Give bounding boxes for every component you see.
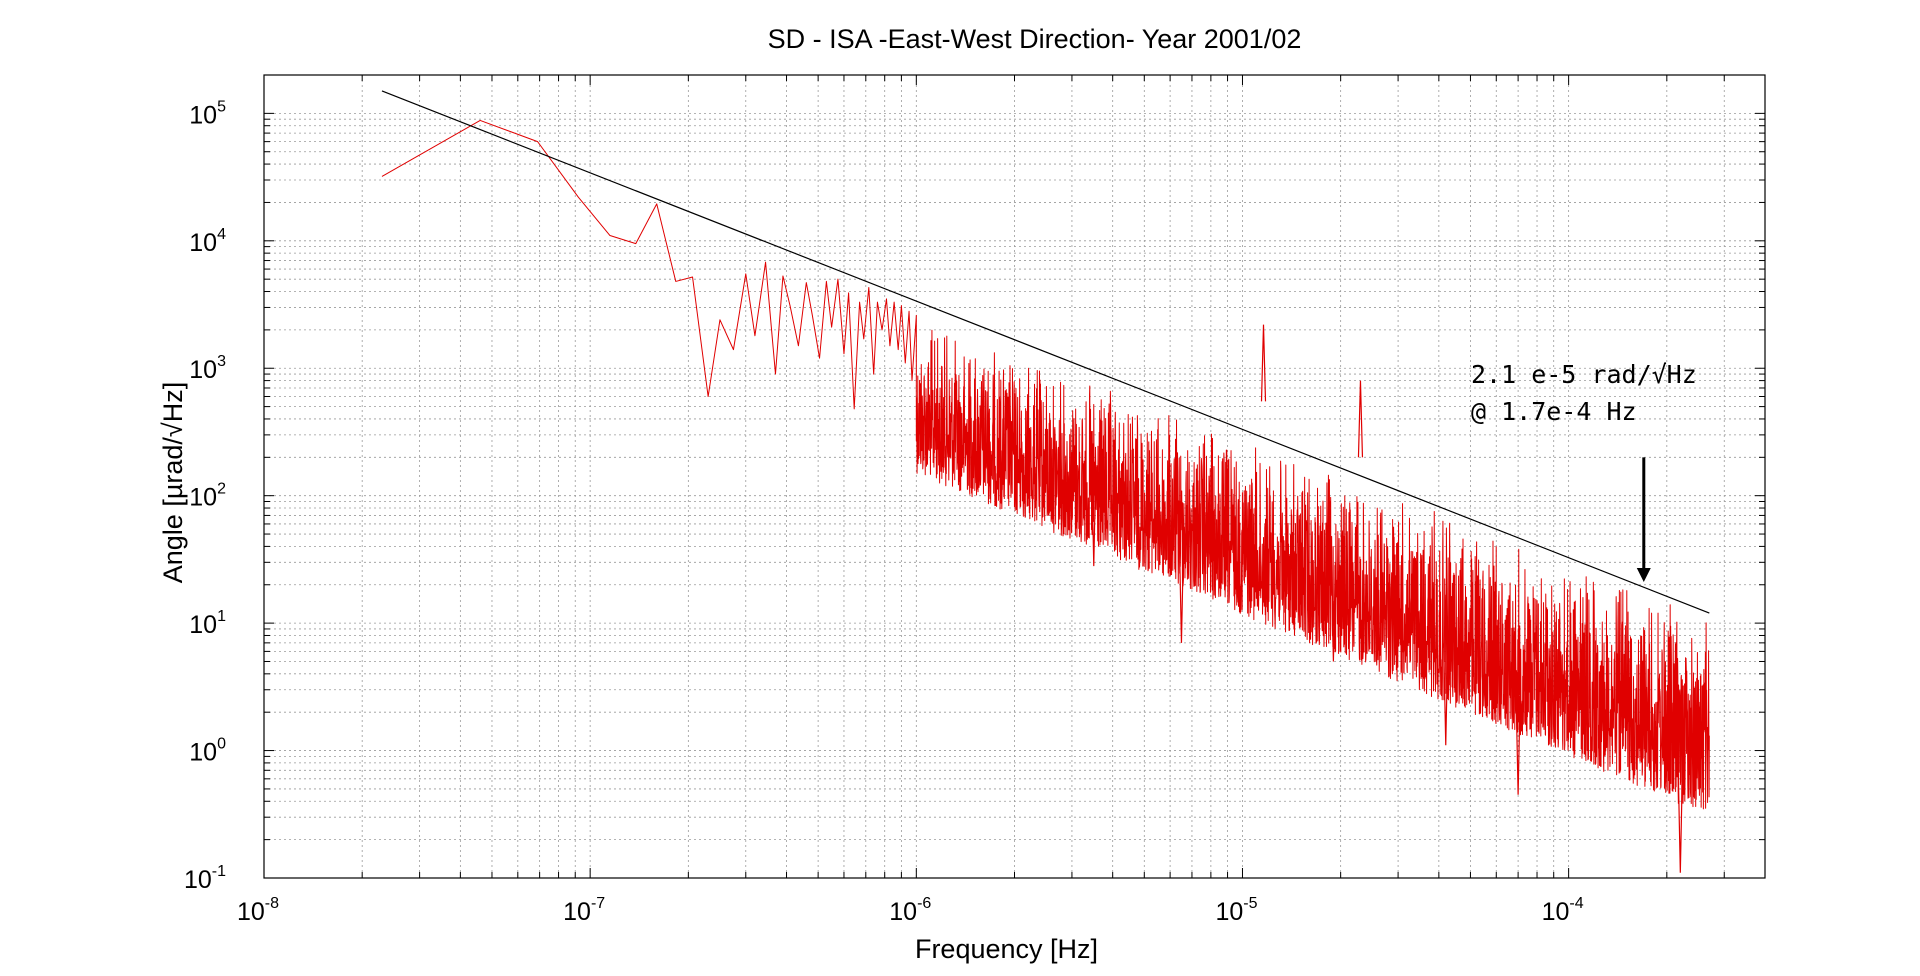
- tick-marks: [263, 74, 1766, 879]
- trend-line: [381, 90, 1710, 614]
- x-axis-label: Frequency [Hz]: [915, 934, 1098, 964]
- data-dip: [1677, 773, 1683, 873]
- x-tick-label: 10-8: [237, 895, 279, 926]
- x-tick-base: 10: [1542, 898, 1570, 926]
- y-tick-base: 10: [189, 739, 217, 767]
- x-tick-exponent: -5: [1243, 895, 1257, 912]
- data-series-line: [381, 119, 1710, 810]
- y-tick-base: 10: [189, 101, 217, 129]
- annotation-line-2: @ 1.7e-4 Hz: [1471, 397, 1637, 426]
- data-dip: [1330, 562, 1336, 662]
- y-tick-base: 10: [189, 611, 217, 639]
- x-tick-base: 10: [889, 898, 917, 926]
- y-tick-base: 10: [189, 356, 217, 384]
- x-tick-exponent: -4: [1569, 895, 1583, 912]
- x-tick-exponent: -6: [917, 895, 931, 912]
- x-tick-exponent: -8: [265, 895, 279, 912]
- y-tick-exponent: 1: [217, 608, 226, 625]
- x-tick-labels: 10-8 10-7 10-6 10-5 10-4: [237, 895, 1584, 926]
- x-tick-base: 10: [237, 898, 265, 926]
- y-tick-exponent: -1: [212, 863, 226, 880]
- data-peak: [1357, 380, 1364, 458]
- arrow-head: [1636, 568, 1651, 583]
- y-tick-exponent: 2: [217, 481, 226, 498]
- y-tick-exponent: 3: [217, 353, 226, 370]
- y-tick-label: 102: [189, 481, 226, 512]
- y-tick-label: 100: [189, 736, 226, 767]
- y-tick-base: 10: [189, 229, 217, 257]
- x-tick-exponent: -7: [591, 895, 605, 912]
- chart-title: SD - ISA -East-West Direction- Year 2001…: [768, 24, 1302, 54]
- y-tick-base: 10: [184, 866, 212, 894]
- data-dip: [1091, 466, 1097, 567]
- x-tick-base: 10: [1215, 898, 1243, 926]
- x-tick-label: 10-6: [889, 895, 931, 926]
- annotation-line-1: 2.1 e-5 rad/√Hz: [1471, 360, 1697, 389]
- y-tick-label: 104: [189, 226, 226, 257]
- y-tick-label: 103: [189, 353, 226, 384]
- trend-line-segment: [381, 90, 1710, 614]
- data-peak: [1260, 324, 1267, 402]
- x-tick-label: 10-5: [1215, 895, 1257, 926]
- y-tick-exponent: 4: [217, 226, 226, 243]
- y-tick-base: 10: [189, 484, 217, 512]
- y-tick-label: 105: [189, 98, 226, 129]
- data-dip: [1178, 543, 1185, 643]
- x-tick-label: 10-7: [563, 895, 605, 926]
- data-dip: [1443, 646, 1449, 746]
- y-tick-label: 101: [189, 608, 226, 639]
- data-dip: [1515, 695, 1521, 795]
- annotations: 2.1 e-5 rad/√Hz @ 1.7e-4 Hz: [1471, 360, 1697, 583]
- y-tick-label: 10-1: [184, 863, 226, 894]
- x-tick-label: 10-4: [1542, 895, 1584, 926]
- y-tick-exponent: 5: [217, 98, 226, 115]
- y-axis-label: Angle [µrad/√Hz]: [158, 382, 188, 583]
- y-tick-exponent: 0: [217, 736, 226, 753]
- x-tick-base: 10: [563, 898, 591, 926]
- series: [381, 119, 1710, 873]
